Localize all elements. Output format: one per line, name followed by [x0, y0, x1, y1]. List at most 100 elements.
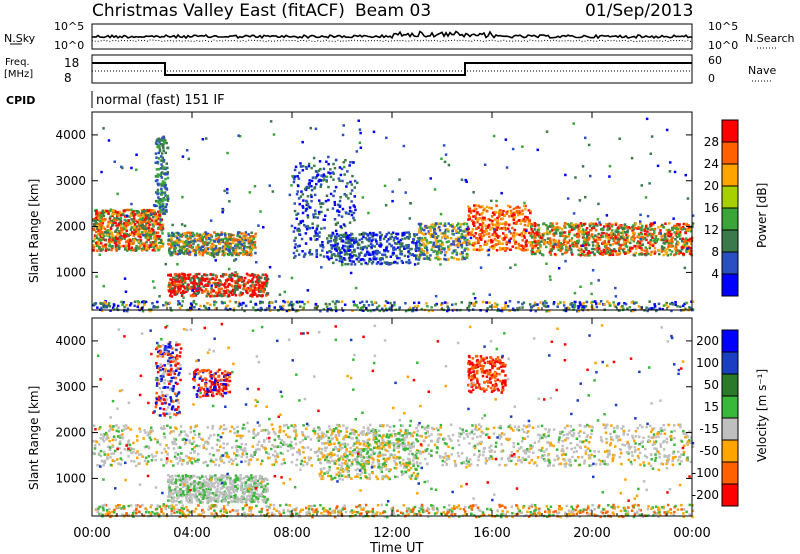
- rti-cell: [535, 244, 538, 247]
- rti-cell: [373, 131, 376, 134]
- rti-cell: [415, 248, 418, 251]
- rti-cell: [209, 295, 212, 298]
- rti-cell: [570, 251, 573, 254]
- rti-cell: [574, 244, 577, 247]
- rti-cell: [107, 221, 110, 224]
- nsky-left-tick-high: 10^5: [54, 20, 84, 33]
- rti-cell: [258, 284, 261, 287]
- rti-cell: [668, 222, 671, 225]
- rti-cell: [360, 307, 363, 310]
- rti-cell: [447, 258, 450, 261]
- rti-cell: [637, 226, 640, 229]
- rti-cell: [296, 218, 299, 221]
- rti-cell: [302, 220, 305, 223]
- rti-cell: [335, 230, 338, 233]
- rti-cell: [524, 224, 527, 227]
- rti-cell: [600, 250, 603, 253]
- rti-cell: [193, 285, 196, 288]
- rti-cell: [349, 259, 352, 262]
- rti-cell: [316, 249, 319, 252]
- rti-cell: [453, 257, 456, 260]
- rti-cell: [132, 242, 135, 245]
- rti-cell: [465, 181, 468, 184]
- rti-cell: [446, 228, 449, 231]
- rti-cell: [114, 161, 117, 164]
- rti-cell: [584, 137, 587, 140]
- rti-cell: [527, 435, 530, 438]
- rti-cell: [384, 235, 387, 238]
- rti-cell: [389, 302, 392, 305]
- rti-cell: [310, 127, 313, 129]
- rti-cell: [329, 172, 332, 175]
- rti-cell: [304, 253, 307, 256]
- rti-cell: [385, 204, 388, 207]
- rti-cell: [181, 280, 184, 283]
- rti-cell: [233, 274, 236, 277]
- rti-cell: [330, 244, 333, 247]
- rti-cell: [262, 301, 265, 304]
- rti-cell: [302, 212, 305, 215]
- rti-cell: [488, 207, 491, 210]
- rti-cell: [420, 251, 423, 254]
- rti-cell: [493, 234, 496, 237]
- rti-cell: [494, 302, 497, 305]
- rti-cell: [654, 250, 657, 253]
- rti-cell: [644, 233, 647, 236]
- rti-cell: [466, 223, 469, 226]
- rti-cell: [139, 233, 142, 236]
- rti-cell: [670, 253, 673, 256]
- rti-cell: [516, 210, 519, 213]
- rti-cell: [118, 230, 121, 233]
- rti-cell: [664, 250, 667, 253]
- rti-cell: [602, 253, 605, 256]
- cpid-mode: normal (fast) 151 IF: [96, 93, 225, 108]
- rti-cell: [475, 232, 478, 235]
- rti-cell: [386, 233, 389, 236]
- rti-cell: [198, 273, 201, 276]
- rti-cell: [115, 244, 118, 247]
- rti-cell: [205, 248, 208, 251]
- rti-cell: [506, 247, 509, 250]
- rti-cell: [620, 236, 623, 239]
- rti-cell: [230, 234, 233, 237]
- rti-cell: [638, 253, 641, 256]
- rti-cell: [182, 300, 185, 303]
- rti-cell: [349, 161, 352, 164]
- rti-cell: [572, 245, 575, 248]
- rti-cell: [138, 231, 141, 234]
- rti-cell: [320, 186, 323, 189]
- rti-cell: [664, 233, 667, 236]
- rti-cell: [352, 260, 355, 263]
- rti-cell: [457, 242, 460, 245]
- rti-cell: [343, 236, 346, 239]
- rti-cell: [520, 223, 523, 226]
- rti-cell: [597, 279, 600, 282]
- rti-cell: [568, 233, 571, 236]
- rti-cell: [579, 301, 582, 304]
- rti-cell: [160, 190, 163, 193]
- rti-cell: [119, 236, 122, 239]
- rti-cell: [441, 247, 444, 250]
- rti-cell: [618, 250, 621, 253]
- rti-cell: [254, 252, 257, 255]
- rti-cell: [649, 241, 652, 244]
- rti-cell: [669, 161, 672, 164]
- rti-cell: [169, 278, 172, 281]
- nsky-noise-lines: [92, 32, 692, 42]
- rti-cell: [162, 157, 165, 160]
- rti-cell: [502, 232, 505, 235]
- rti-cell: [157, 175, 160, 178]
- rti-cell: [558, 267, 561, 270]
- rti-cell: [320, 174, 323, 177]
- rti-cell: [404, 302, 407, 305]
- freq-panel-frame: [92, 55, 692, 83]
- rti-cell: [673, 231, 676, 234]
- rti-cell: [338, 248, 341, 251]
- rti-cell: [293, 239, 296, 242]
- rti-cell: [120, 217, 123, 220]
- rti-cell: [530, 306, 533, 309]
- rti-cell: [208, 293, 211, 296]
- rti-cell: [334, 167, 337, 170]
- rti-cell: [353, 304, 356, 307]
- rti-cell: [205, 288, 208, 291]
